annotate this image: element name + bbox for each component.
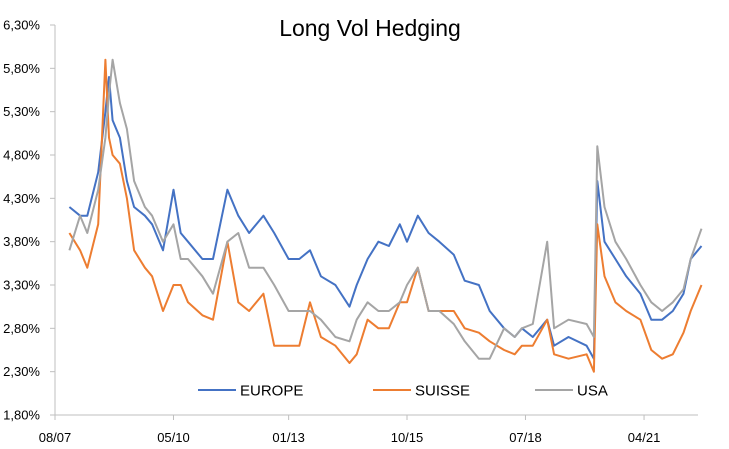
series-line-europe <box>68 76 703 360</box>
legend-item-usa: USA <box>535 383 608 400</box>
x-tick-label: 08/07 <box>39 430 72 445</box>
y-axis-ticks: 1,80% 2,30% 2,80% 3,30% 3,80% 4,30% 4,80% 5,30%… <box>3 18 55 423</box>
y-tick-label: 1,80% <box>3 408 40 423</box>
chart-title: Long Vol Hedging <box>279 15 461 41</box>
legend-item-suisse: SUISSE <box>373 383 470 400</box>
series-line-suisse <box>68 58 703 373</box>
legend-label: EUROPE <box>240 383 303 400</box>
series-line-usa <box>68 58 703 360</box>
y-tick-label: 5,30% <box>3 104 40 119</box>
x-tick-label: 10/15 <box>391 430 424 445</box>
y-tick-label: 5,80% <box>3 61 40 76</box>
x-tick-label: 04/21 <box>628 430 661 445</box>
legend-label: SUISSE <box>415 383 470 400</box>
y-tick-label: 2,80% <box>3 321 40 336</box>
legend-label: USA <box>577 383 608 400</box>
x-tick-label: 01/13 <box>272 430 305 445</box>
y-tick-label: 6,30% <box>3 18 40 33</box>
y-tick-label: 3,80% <box>3 234 40 249</box>
y-tick-label: 3,30% <box>3 278 40 293</box>
x-tick-label: 07/18 <box>509 430 542 445</box>
x-axis-ticks: 08/07 05/10 01/13 10/15 07/18 04/21 <box>39 415 661 445</box>
legend-item-europe: EUROPE <box>198 383 303 400</box>
y-tick-label: 4,80% <box>3 148 40 163</box>
legend: EUROPE SUISSE USA <box>198 383 608 400</box>
y-tick-label: 2,30% <box>3 364 40 379</box>
series-lines <box>68 58 703 373</box>
y-tick-label: 4,30% <box>3 191 40 206</box>
x-tick-label: 05/10 <box>157 430 190 445</box>
